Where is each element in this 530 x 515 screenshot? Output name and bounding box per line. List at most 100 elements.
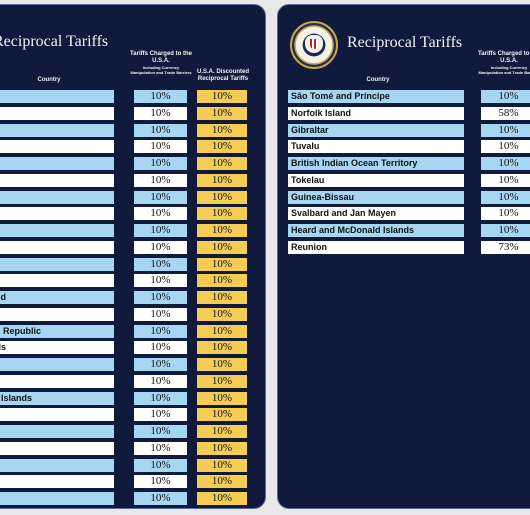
country-cell: an Republic — [0, 324, 114, 338]
country-cell — [0, 441, 114, 455]
table-row: Guinea-Bissau 10% — [278, 190, 530, 204]
country-cell: Tuvalu — [288, 140, 464, 154]
country-cell — [0, 475, 114, 489]
discount-tariff-cell: 10% — [197, 391, 247, 405]
charged-tariff-cell: 10% — [481, 190, 530, 204]
country-cell: British Indian Ocean Territory — [288, 157, 464, 170]
discount-tariff-cell: 10% — [197, 207, 247, 221]
charged-tariff-cell: 10% — [481, 140, 530, 154]
panel-title: Reciprocal Tariffs — [0, 33, 109, 50]
table-row: a 10% 10% — [0, 274, 265, 288]
table-row: British Indian Ocean Territory 10% — [278, 157, 530, 170]
discount-tariff-cell: 10% — [197, 291, 247, 304]
table-row: an Republic 10% 10% — [0, 324, 265, 338]
table-row: and 10% 10% — [0, 291, 265, 304]
country-cell: and — [0, 291, 114, 304]
charged-tariff-cell: 10% — [134, 123, 187, 137]
table-row: 10% 10% — [0, 190, 265, 204]
charged-tariff-cell: 10% — [134, 274, 187, 288]
charged-tariff-cell: 10% — [481, 123, 530, 137]
country-cell: Tokelau — [288, 173, 464, 187]
discount-tariff-cell: 10% — [197, 358, 247, 371]
right-table-body: São Tomé and Príncipe 10% Norfolk Island 58… — [278, 5, 530, 508]
country-cell — [0, 140, 114, 154]
discount-tariff-cell: 10% — [197, 274, 247, 288]
charged-tariff-cell: 10% — [134, 291, 187, 304]
charged-tariff-cell: 10% — [481, 224, 530, 237]
tariff-panel-right: Reciprocal Tariffs Country Tariffs Charg… — [277, 4, 530, 509]
table-row: 10% 10% — [0, 240, 265, 254]
table-row: Tuvalu 10% — [278, 140, 530, 154]
charged-column-header: Tariffs Charged to the U.S.A. Including … — [130, 51, 192, 75]
charged-tariff-cell: 10% — [134, 324, 187, 338]
charged-header-label: Tariffs Charged to the U.S.A. — [130, 51, 192, 64]
table-row: 10% 10% — [0, 492, 265, 505]
discount-tariff-cell: 10% — [197, 224, 247, 237]
discount-tariff-cell: 10% — [197, 90, 247, 103]
discount-tariff-cell: 10% — [197, 123, 247, 137]
country-column-header: Country — [348, 77, 408, 84]
table-row: 10% 10% — [0, 140, 265, 154]
discount-tariff-cell: 10% — [197, 408, 247, 422]
discount-tariff-cell: 10% — [197, 425, 247, 438]
table-row: Gibraltar 10% — [278, 123, 530, 137]
discount-tariff-cell: 10% — [197, 190, 247, 204]
charged-tariff-cell: 10% — [134, 240, 187, 254]
country-cell: Reunion — [288, 240, 464, 254]
table-row: São Tomé and Príncipe 10% — [278, 90, 530, 103]
country-cell — [0, 307, 114, 321]
charged-tariff-cell: 10% — [481, 157, 530, 170]
country-cell — [0, 458, 114, 472]
charged-tariff-cell: 10% — [481, 207, 530, 221]
table-row: 10% 10% — [0, 90, 265, 103]
table-row: nds 10% 10% — [0, 341, 265, 355]
country-cell — [0, 207, 114, 221]
country-cell: Gibraltar — [288, 123, 464, 137]
country-cell — [0, 425, 114, 438]
discount-tariff-cell: 10% — [197, 458, 247, 472]
table-row: 10% 10% — [0, 157, 265, 170]
charged-tariff-cell: 10% — [134, 374, 187, 388]
presidential-seal-icon — [290, 21, 338, 69]
country-cell: Heard and McDonald Islands — [288, 224, 464, 237]
discount-tariff-cell: 10% — [197, 475, 247, 489]
country-cell — [0, 157, 114, 170]
shield-icon — [310, 39, 318, 49]
charged-tariff-cell: 10% — [134, 391, 187, 405]
table-row: 10% 10% — [0, 374, 265, 388]
discount-tariff-cell: 10% — [197, 257, 247, 271]
table-row: Reunion 73% — [278, 240, 530, 254]
country-cell — [0, 173, 114, 187]
charged-tariff-cell: 10% — [134, 307, 187, 321]
discount-tariff-cell: 10% — [197, 106, 247, 120]
charged-tariff-cell: 10% — [481, 90, 530, 103]
charged-tariff-cell: 10% — [134, 492, 187, 505]
table-row: 10% 10% — [0, 257, 265, 271]
country-cell: Svalbard and Jan Mayen — [288, 207, 464, 221]
country-cell — [0, 240, 114, 254]
country-cell — [0, 408, 114, 422]
charged-tariff-cell: 10% — [134, 475, 187, 489]
charged-tariff-cell: 10% — [481, 173, 530, 187]
discount-tariff-cell: 10% — [197, 140, 247, 154]
charged-subheader-label: Including Currency Manipulation and Trad… — [130, 65, 192, 75]
table-row: 10% 10% — [0, 307, 265, 321]
charged-tariff-cell: 10% — [134, 408, 187, 422]
panel-title: Reciprocal Tariffs — [347, 34, 463, 51]
charged-tariff-cell: 10% — [134, 224, 187, 237]
table-row: Tokelau 10% — [278, 173, 530, 187]
country-cell — [0, 90, 114, 103]
country-cell — [0, 358, 114, 371]
discount-tariff-cell: 10% — [197, 240, 247, 254]
discount-tariff-cell: 10% — [197, 324, 247, 338]
charged-subheader-label: Including Currency Manipulation and Trad… — [478, 65, 530, 75]
table-row: 10% 10% — [0, 441, 265, 455]
country-cell: Norfolk Island — [288, 106, 464, 120]
country-cell — [0, 492, 114, 505]
charged-tariff-cell: 10% — [134, 358, 187, 371]
discount-tariff-cell: 10% — [197, 173, 247, 187]
table-row: 10% 10% — [0, 106, 265, 120]
charged-tariff-cell: 10% — [134, 425, 187, 438]
discount-tariff-cell: 10% — [197, 441, 247, 455]
table-row: 10% 10% — [0, 173, 265, 187]
